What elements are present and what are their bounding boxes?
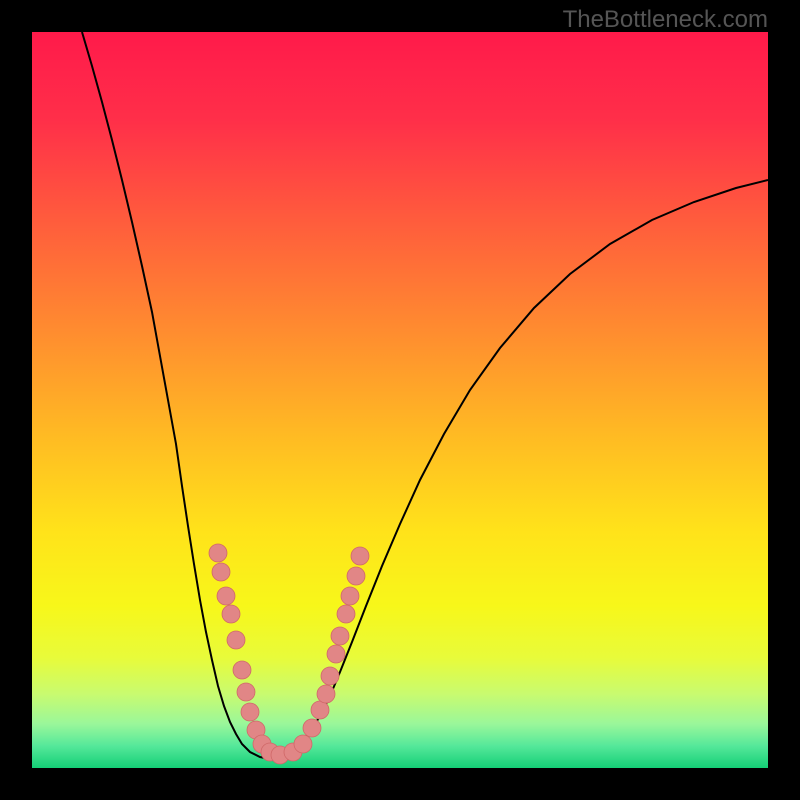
chart-frame: TheBottleneck.com <box>0 0 800 800</box>
marker-point <box>327 645 345 663</box>
plot-svg <box>32 32 768 768</box>
marker-point <box>303 719 321 737</box>
marker-point <box>227 631 245 649</box>
marker-point <box>237 683 255 701</box>
marker-point <box>212 563 230 581</box>
marker-point <box>351 547 369 565</box>
marker-point <box>233 661 251 679</box>
marker-point <box>341 587 359 605</box>
marker-point <box>347 567 365 585</box>
marker-point <box>209 544 227 562</box>
watermark-text: TheBottleneck.com <box>563 6 768 34</box>
marker-point <box>241 703 259 721</box>
marker-point <box>331 627 349 645</box>
marker-point <box>222 605 240 623</box>
marker-point <box>294 735 312 753</box>
marker-point <box>217 587 235 605</box>
marker-point <box>317 685 335 703</box>
marker-point <box>337 605 355 623</box>
plot-area <box>32 32 768 768</box>
marker-point <box>321 667 339 685</box>
marker-point <box>311 701 329 719</box>
gradient-background <box>32 32 768 768</box>
